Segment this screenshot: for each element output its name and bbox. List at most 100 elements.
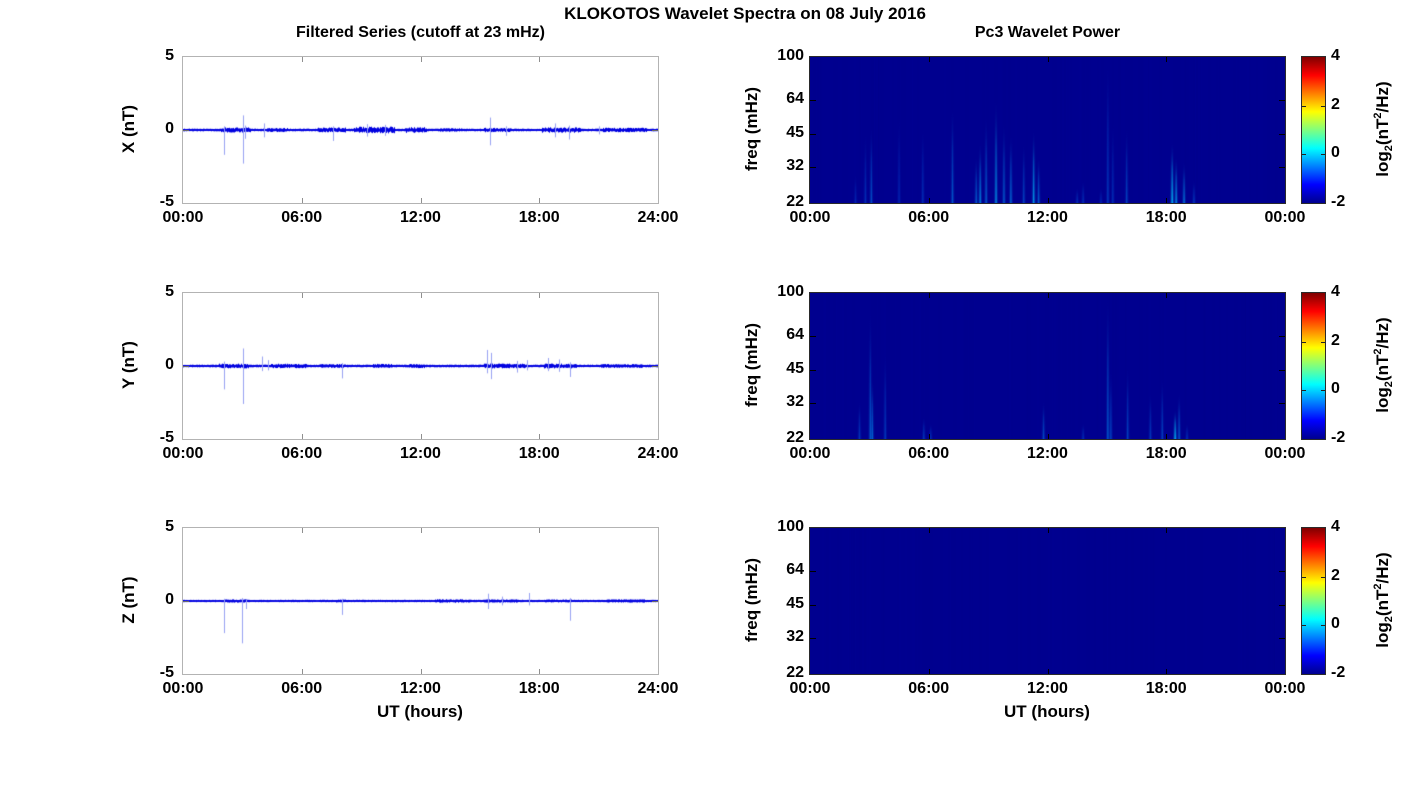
x-tick-label: 00:00 (1264, 445, 1306, 462)
tick-mark (928, 293, 930, 298)
tick-mark (1047, 293, 1049, 298)
tick-mark (1302, 154, 1306, 156)
x-tick-label: 12:00 (1027, 209, 1068, 226)
x-tick-label: 18:00 (518, 209, 560, 226)
y-tick-label: 0 (165, 120, 174, 137)
colorbar-label-text: /Hz) (1373, 81, 1392, 113)
tick-mark (420, 293, 422, 298)
tick-mark (1279, 369, 1285, 371)
y-tick-label: 100 (777, 47, 804, 64)
tick-mark (1166, 528, 1168, 533)
tick-mark (1047, 528, 1049, 533)
y-tick-label: 32 (786, 392, 804, 410)
tick-mark (1279, 637, 1285, 639)
tick-mark (301, 434, 303, 439)
tick-mark (1302, 390, 1306, 392)
tick-mark (1321, 576, 1325, 578)
tick-mark (810, 637, 816, 639)
colorbar-tick-label: 2 (1331, 95, 1340, 113)
tick-mark (1279, 100, 1285, 102)
x-series-panel (182, 56, 659, 204)
y-tick-label: 22 (786, 664, 804, 681)
x-tick-label: 06:00 (281, 445, 323, 462)
x-series-canvas (183, 57, 658, 203)
colorbar-tick-label: 0 (1331, 380, 1340, 398)
y-tick-label: 64 (786, 90, 804, 108)
colorbar-tick-label: 4 (1331, 518, 1340, 535)
tick-mark (1279, 166, 1285, 168)
tick-mark (928, 198, 930, 203)
tick-mark (1166, 57, 1168, 62)
tick-mark (1047, 434, 1049, 439)
x-tick-label: 00:00 (789, 209, 831, 226)
x-tick-label: 18:00 (1145, 445, 1187, 462)
colorbar-label-2: log2(nT2/Hz) (1372, 265, 1395, 465)
tick-mark (810, 369, 816, 371)
tick-mark (1321, 105, 1325, 107)
colorbar-tick-label: 4 (1331, 47, 1340, 64)
tick-mark (1047, 198, 1049, 203)
x-tick-label: 06:00 (908, 209, 950, 226)
y-tick-label: 0 (165, 591, 174, 608)
tick-mark (1321, 390, 1325, 392)
y-tick-label: 0 (165, 356, 174, 373)
tick-mark (1279, 604, 1285, 606)
tick-mark (420, 528, 422, 533)
colorbar-label-sup: 2 (1372, 583, 1384, 590)
tick-mark (420, 57, 422, 62)
x-tick-label: 00:00 (162, 680, 204, 697)
right-xaxis-label: UT (hours) (1004, 702, 1090, 721)
tick-mark (928, 57, 930, 62)
tick-mark (539, 434, 541, 439)
tick-mark (810, 133, 816, 135)
colorbar-tick-label: 4 (1331, 283, 1340, 300)
x-tick-label: 12:00 (1027, 680, 1068, 697)
tick-mark (1302, 576, 1306, 578)
y-tick-label: 64 (786, 326, 804, 344)
tick-mark (1321, 154, 1325, 156)
x-tick-label: 12:00 (400, 445, 441, 462)
x-tick-label: 06:00 (908, 680, 950, 697)
colorbar-canvas-1 (1302, 57, 1325, 203)
y-tick-label: 5 (165, 47, 174, 64)
tick-mark (1302, 625, 1306, 627)
colorbar-canvas-3 (1302, 528, 1325, 674)
colorbar-label-text: /Hz) (1373, 317, 1392, 349)
right-column-title: Pc3 Wavelet Power (974, 24, 1121, 41)
y-spectrogram-canvas (810, 293, 1285, 439)
tick-mark (301, 198, 303, 203)
y-tick-label: 45 (786, 123, 804, 141)
x-tick-label: 24:00 (637, 680, 679, 697)
x-spectrogram-panel (809, 56, 1286, 204)
tick-mark (301, 57, 303, 62)
tick-mark (539, 293, 541, 298)
z-series-panel (182, 527, 659, 675)
y-tick-label: 5 (165, 518, 174, 535)
colorbar-label-sub: 2 (1383, 381, 1395, 388)
x-tick-label: 12:00 (1027, 445, 1068, 462)
tick-mark (810, 100, 816, 102)
x-tick-label: 18:00 (1145, 680, 1187, 697)
y-tick-label: 100 (777, 283, 804, 300)
tick-mark (928, 434, 930, 439)
tick-mark (928, 669, 930, 674)
x-tick-label: 24:00 (637, 209, 679, 226)
tick-mark (1321, 341, 1325, 343)
tick-mark (1166, 293, 1168, 298)
tick-mark (420, 198, 422, 203)
x-tick-label: 18:00 (1145, 209, 1187, 226)
colorbar-tick-label: 0 (1331, 144, 1340, 162)
y-tick-label: -5 (159, 664, 174, 681)
tick-mark (420, 434, 422, 439)
colorbar-label-sup: 2 (1372, 348, 1384, 355)
tick-mark (652, 601, 658, 602)
colorbar-canvas-2 (1302, 293, 1325, 439)
x-tick-label: 18:00 (518, 445, 560, 462)
tick-mark (1279, 571, 1285, 573)
tick-mark (301, 528, 303, 533)
tick-mark (301, 669, 303, 674)
tick-mark (420, 669, 422, 674)
y-tick-label: -5 (159, 193, 174, 210)
x-spectrogram-canvas (810, 57, 1285, 203)
